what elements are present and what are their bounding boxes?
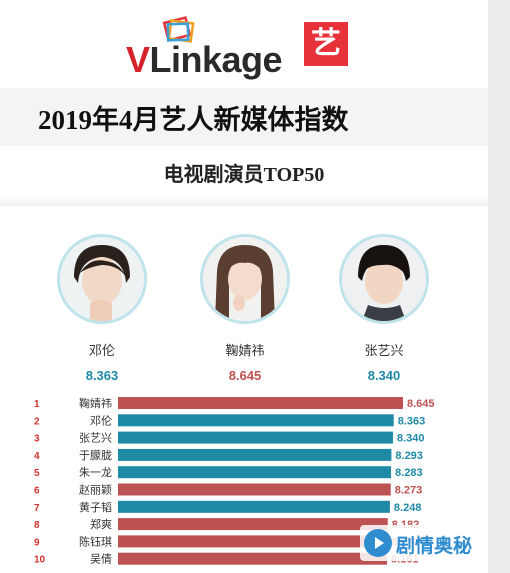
category-label: 赵丽颖 [79,483,112,497]
podium-name: 鞠婧祎 [225,344,265,359]
bar-3 [118,431,393,444]
category-label: 张艺兴 [79,432,112,445]
podium-score: 8.363 [85,368,119,383]
bar-9 [118,535,388,548]
ranking-bar-chart: 1 鞠婧祎 8.645 2 邓伦 8.363 3 张艺兴 8.340 4 于朦胧 8.293 5 朱一龙 8… [34,396,435,566]
avatar [339,234,429,324]
value-label: 8.363 [398,415,426,427]
scroll-gutter [488,0,510,573]
category-label: 邓伦 [90,413,112,427]
rank-label: 9 [34,537,40,548]
value-label: 8.248 [394,502,422,514]
rank-label: 8 [34,520,40,531]
section-divider [0,196,488,206]
podium-name: 张艺兴 [364,344,404,359]
category-label: 鞠婧祎 [79,396,112,410]
watermark-text: 剧情奥秘 [396,535,473,557]
rank-label: 3 [34,434,40,445]
bar-7 [118,500,390,513]
logo-wordmark: VLinkage [126,39,283,80]
value-label: 8.283 [395,467,423,479]
podium-score: 8.340 [367,368,401,383]
category-label: 黄子韬 [79,500,112,514]
logo-frames-icon [162,16,195,43]
rank-label: 4 [34,451,40,462]
bar-8 [118,518,388,531]
rank-label: 1 [34,399,40,410]
title-band [0,88,488,146]
category-label: 陈钰琪 [79,534,112,548]
rank-label: 7 [34,503,40,514]
avatar [57,234,147,324]
category-label: 于朦胧 [79,448,112,462]
page-title: 2019年4月艺人新媒体指数 [38,105,349,135]
bar-2 [118,414,394,427]
bar-6 [118,483,391,496]
page-subtitle: 电视剧演员TOP50 [163,164,325,186]
rank-label: 6 [34,486,40,497]
category-label: 吴倩 [90,553,112,566]
play-circle-icon [364,529,392,557]
value-label: 8.293 [395,450,423,462]
bar-1 [118,397,403,409]
value-label: 8.340 [397,433,425,445]
podium-card-center: 鞠婧祎 8.645 [165,234,325,383]
rank-label: 5 [34,468,40,479]
rank-label: 10 [34,555,46,566]
category-label: 朱一龙 [79,466,112,479]
podium-name: 邓伦 [88,344,115,359]
avatar [200,234,290,324]
value-label: 8.273 [395,485,423,497]
bar-10 [118,552,388,565]
category-label: 郑爽 [90,517,112,531]
bar-5 [118,466,392,479]
bar-4 [118,448,392,461]
podium-card-left: 邓伦 8.363 [22,234,182,383]
podium-card-right: 张艺兴 8.340 [304,234,464,383]
rank-label: 2 [34,416,40,427]
vlinkage-logo: VLinkage 艺 [126,14,366,80]
yi-badge: 艺 [304,22,348,66]
watermark: 剧情奥秘 [360,525,488,561]
value-label: 8.645 [407,398,435,410]
podium-score: 8.645 [228,368,262,383]
